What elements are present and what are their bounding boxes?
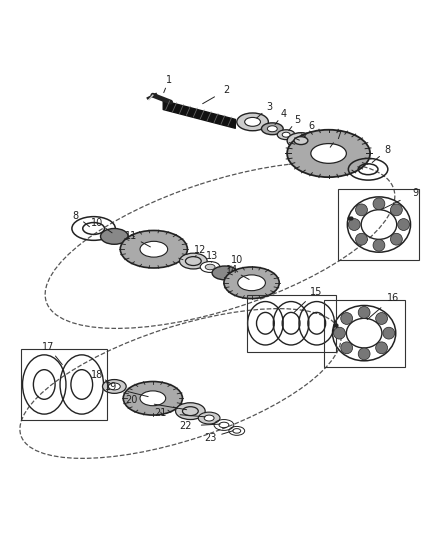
Bar bbox=[324, 300, 405, 367]
Circle shape bbox=[358, 306, 370, 318]
Ellipse shape bbox=[224, 267, 279, 298]
Text: 15: 15 bbox=[310, 287, 322, 297]
Ellipse shape bbox=[180, 253, 207, 269]
Ellipse shape bbox=[101, 229, 128, 244]
Ellipse shape bbox=[287, 133, 315, 149]
Bar bbox=[247, 295, 336, 352]
Ellipse shape bbox=[261, 123, 283, 135]
Text: 8: 8 bbox=[385, 144, 391, 155]
Ellipse shape bbox=[185, 256, 201, 265]
Ellipse shape bbox=[176, 403, 205, 419]
Ellipse shape bbox=[212, 266, 238, 280]
Circle shape bbox=[356, 233, 367, 245]
Ellipse shape bbox=[245, 117, 261, 126]
Circle shape bbox=[341, 342, 353, 354]
Ellipse shape bbox=[140, 391, 166, 406]
Text: 4: 4 bbox=[280, 109, 286, 119]
Ellipse shape bbox=[294, 136, 308, 144]
Ellipse shape bbox=[120, 230, 187, 268]
Text: 1: 1 bbox=[166, 75, 172, 85]
Bar bbox=[339, 189, 420, 260]
Ellipse shape bbox=[311, 143, 346, 163]
Ellipse shape bbox=[267, 126, 277, 132]
Text: 14: 14 bbox=[226, 265, 238, 275]
Text: 19: 19 bbox=[105, 383, 117, 392]
Ellipse shape bbox=[200, 262, 220, 272]
Text: 16: 16 bbox=[387, 293, 399, 303]
Text: 22: 22 bbox=[179, 421, 192, 431]
Text: 17: 17 bbox=[42, 342, 54, 352]
Circle shape bbox=[398, 219, 410, 230]
Text: 8: 8 bbox=[73, 211, 79, 221]
Text: 10: 10 bbox=[231, 255, 243, 265]
Text: 9: 9 bbox=[413, 188, 419, 198]
Circle shape bbox=[376, 312, 388, 325]
Circle shape bbox=[356, 204, 367, 216]
Text: 2: 2 bbox=[223, 85, 229, 95]
Text: 23: 23 bbox=[204, 433, 216, 443]
Ellipse shape bbox=[238, 275, 265, 290]
Text: 7: 7 bbox=[336, 131, 342, 141]
Text: 13: 13 bbox=[206, 251, 218, 261]
Ellipse shape bbox=[282, 132, 290, 137]
Ellipse shape bbox=[123, 382, 183, 415]
Text: 12: 12 bbox=[194, 245, 206, 255]
Text: 5: 5 bbox=[294, 115, 300, 125]
Text: 18: 18 bbox=[92, 369, 104, 379]
Circle shape bbox=[376, 342, 388, 354]
Ellipse shape bbox=[183, 407, 198, 416]
Circle shape bbox=[333, 327, 346, 339]
Text: 21: 21 bbox=[155, 408, 167, 418]
Ellipse shape bbox=[198, 412, 220, 424]
Text: 6: 6 bbox=[309, 121, 315, 131]
Circle shape bbox=[348, 219, 360, 230]
Ellipse shape bbox=[204, 415, 214, 421]
Bar bbox=[21, 349, 107, 420]
Text: 10: 10 bbox=[92, 217, 104, 228]
Text: 3: 3 bbox=[266, 102, 272, 112]
Circle shape bbox=[390, 233, 403, 245]
Circle shape bbox=[341, 312, 353, 325]
Ellipse shape bbox=[287, 130, 370, 177]
Ellipse shape bbox=[140, 241, 168, 257]
Ellipse shape bbox=[277, 130, 295, 140]
Circle shape bbox=[390, 204, 403, 216]
Ellipse shape bbox=[237, 113, 268, 131]
Ellipse shape bbox=[102, 379, 126, 393]
Ellipse shape bbox=[109, 383, 120, 390]
Circle shape bbox=[383, 327, 395, 339]
Ellipse shape bbox=[205, 264, 215, 270]
Circle shape bbox=[373, 198, 385, 209]
Circle shape bbox=[373, 239, 385, 251]
Text: 11: 11 bbox=[125, 231, 137, 241]
Text: 20: 20 bbox=[125, 395, 138, 405]
Circle shape bbox=[358, 348, 370, 360]
